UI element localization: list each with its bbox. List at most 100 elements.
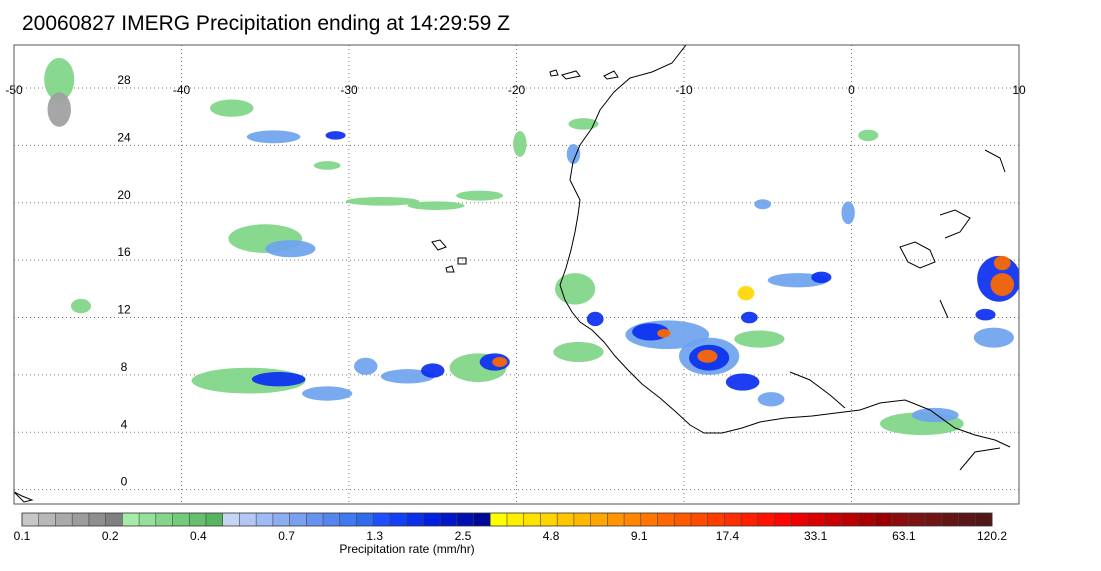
colorbar-swatch <box>406 513 424 526</box>
precip-cell <box>313 161 341 170</box>
colorbar-swatch <box>573 513 591 526</box>
colorbar-swatch <box>640 513 658 526</box>
colorbar <box>21 512 993 527</box>
precip-cells <box>44 57 1019 436</box>
precip-cell <box>265 240 316 258</box>
colorbar-swatch <box>490 513 508 526</box>
colorbar-swatch <box>323 513 341 526</box>
precip-cell <box>325 131 346 140</box>
colorbar-swatch <box>155 513 173 526</box>
island-outline-1 <box>549 69 619 80</box>
colorbar-swatch <box>540 513 558 526</box>
precip-cell <box>513 131 527 157</box>
colorbar-swatch <box>757 513 775 526</box>
coastline <box>14 45 1011 503</box>
colorbar-swatch <box>791 513 809 526</box>
map-title: 20060827 IMERG Precipitation ending at 1… <box>22 12 510 35</box>
precip-cell <box>354 357 378 375</box>
colorbar-swatch <box>222 513 240 526</box>
colorbar-swatch <box>139 513 157 526</box>
colorbar-tick-label: 33.1 <box>803 529 828 543</box>
colorbar-swatch <box>874 513 892 526</box>
colorbar-tick-label: 1.3 <box>366 529 384 543</box>
precip-cell <box>302 386 353 401</box>
precip-cell <box>345 197 420 206</box>
colorbar-swatch <box>707 513 725 526</box>
precip-cell <box>246 130 301 144</box>
colorbar-swatch <box>674 513 692 526</box>
precip-cell <box>990 273 1014 297</box>
colorbar-tick-label: 17.4 <box>715 529 740 543</box>
lat-tick-label: 28 <box>117 73 131 87</box>
precip-cell <box>737 285 755 301</box>
colorbar-swatch <box>724 513 742 526</box>
colorbar-swatch <box>557 513 575 526</box>
precip-cell <box>380 369 435 384</box>
colorbar-swatch <box>122 513 140 526</box>
lon-tick-label: -40 <box>173 83 191 97</box>
colorbar-swatch <box>975 513 993 526</box>
lon-tick-label: -30 <box>340 83 358 97</box>
colorbar-swatch <box>891 513 909 526</box>
precip-cell <box>973 327 1014 348</box>
colorbar-swatch <box>908 513 926 526</box>
precip-cell <box>841 201 855 225</box>
colorbar-swatch <box>808 513 826 526</box>
colorbar-swatch <box>958 513 976 526</box>
precip-cell <box>734 330 785 348</box>
precip-cell <box>566 143 581 165</box>
colorbar-swatch <box>339 513 357 526</box>
colorbar-swatch <box>88 513 106 526</box>
colorbar-frame <box>21 512 993 527</box>
lat-tick-label: 20 <box>117 188 131 202</box>
lat-tick-label: 24 <box>117 130 131 144</box>
colorbar-tick-label: 0.2 <box>101 529 119 543</box>
sahel-lake-outline <box>899 241 936 269</box>
precip-cell <box>70 298 92 314</box>
lat-tick-label: 0 <box>121 475 128 489</box>
colorbar-tick-label: 0.1 <box>13 529 31 543</box>
precip-cell <box>811 271 832 284</box>
precip-cell <box>251 372 306 387</box>
lat-tick-label: 8 <box>121 360 128 374</box>
colorbar-swatch <box>189 513 207 526</box>
precip-cell <box>754 199 772 210</box>
colorbar-swatch <box>858 513 876 526</box>
colorbar-swatch <box>456 513 474 526</box>
colorbar-swatch <box>38 513 56 526</box>
colorbar-swatch <box>774 513 792 526</box>
precip-cell <box>44 57 75 101</box>
colorbar-tick-label: 63.1 <box>892 529 916 543</box>
colorbar-tick-label: 9.1 <box>630 529 648 543</box>
precip-cell <box>407 201 465 210</box>
precip-cell <box>555 273 596 305</box>
colorbar-title: Precipitation rate (mm/hr) <box>339 542 475 556</box>
colorbar-swatch <box>172 513 190 526</box>
lon-tick-label: 0 <box>848 83 855 97</box>
colorbar-swatch <box>607 513 625 526</box>
colorbar-swatch <box>72 513 90 526</box>
precip-cell <box>657 329 671 338</box>
precip-cell <box>858 129 879 142</box>
colorbar-swatch <box>306 513 324 526</box>
precip-cell <box>757 392 785 407</box>
island-outline-2 <box>445 257 467 273</box>
colorbar-swatch <box>440 513 458 526</box>
river-outline <box>789 149 1006 471</box>
colorbar-swatch <box>22 513 40 526</box>
lon-tick-label: -20 <box>508 83 526 97</box>
colorbar-tick-label: 2.5 <box>454 529 472 543</box>
colorbar-swatch <box>356 513 374 526</box>
precip-cell <box>456 190 504 201</box>
colorbar-swatch <box>925 513 943 526</box>
precip-cell <box>975 308 996 321</box>
colorbar-tick-label: 120.2 <box>976 529 1008 543</box>
lat-tick-label: 16 <box>117 245 131 259</box>
map-frame <box>13 44 1020 505</box>
colorbar-swatch <box>841 513 859 526</box>
precip-cell <box>993 255 1011 271</box>
colorbar-swatch <box>741 513 759 526</box>
colorbar-swatch <box>289 513 307 526</box>
